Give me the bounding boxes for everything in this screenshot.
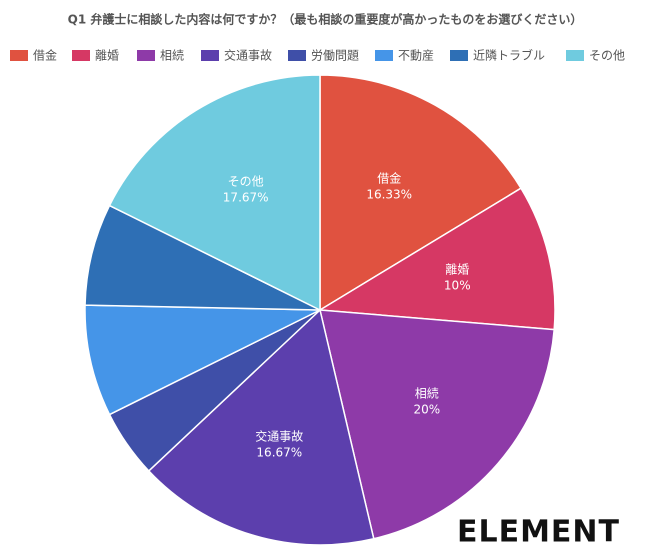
- legend-swatch: [566, 50, 584, 61]
- legend-swatch: [137, 50, 155, 61]
- slice-name: 交通事故: [255, 429, 303, 444]
- pie-slice: [84, 204, 321, 311]
- legend-swatch: [288, 50, 306, 61]
- legend-label: 不動産: [398, 48, 434, 63]
- legend-label: その他: [589, 49, 625, 63]
- legend-swatch: [72, 50, 90, 61]
- pie-slice: [317, 187, 556, 331]
- chart-title: Q1 弁護士に相談した内容は何ですか？（最も相談の重要度が高かったものをお選びく…: [68, 12, 583, 27]
- legend-label: 相続: [160, 49, 184, 63]
- slice-name: 離婚: [445, 262, 469, 276]
- pie-slice: [319, 309, 555, 540]
- legend-label: 借金: [33, 48, 57, 63]
- logo: ELEMENT: [457, 515, 620, 550]
- slice-value: 20%: [413, 403, 440, 417]
- legend-label: 交通事故: [224, 48, 272, 63]
- slice-value: 16.33%: [366, 188, 412, 202]
- pie-slice: [319, 74, 523, 312]
- legend-label: 労働問題: [311, 49, 359, 63]
- legend-label: 近隣トラブル: [473, 48, 545, 63]
- pie-slice: [147, 308, 375, 546]
- slice-name: 相続: [415, 387, 439, 401]
- legend-swatch: [450, 50, 468, 61]
- slice-name: 借金: [377, 171, 401, 186]
- slice-value: 10%: [444, 278, 471, 292]
- pie-slice: [84, 304, 321, 416]
- pie-slice: [108, 74, 321, 312]
- legend-swatch: [201, 50, 219, 61]
- slice-value: 16.67%: [256, 446, 302, 460]
- slice-value: 17.67%: [223, 191, 269, 205]
- legend-swatch: [10, 50, 28, 61]
- legend-label: 離婚: [95, 49, 119, 63]
- slice-name: その他: [228, 175, 264, 189]
- legend-swatch: [375, 50, 393, 61]
